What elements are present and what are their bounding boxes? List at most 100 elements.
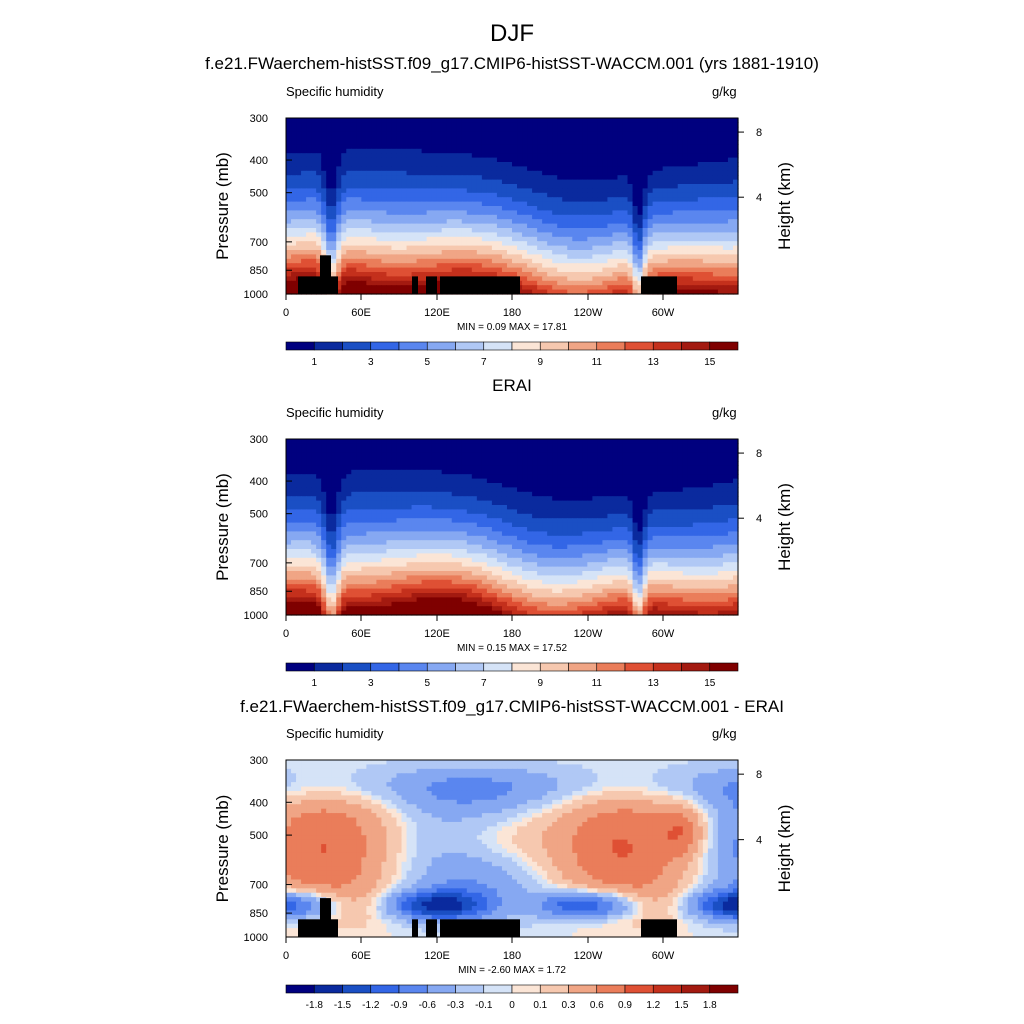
heatmap-cell <box>421 219 428 225</box>
heatmap-cell <box>301 443 307 449</box>
heatmap-cell <box>326 184 332 189</box>
heatmap-cell <box>491 184 498 189</box>
heatmap-cell <box>286 276 292 282</box>
heatmap-cell <box>522 166 528 172</box>
heatmap-cell <box>552 131 558 137</box>
heatmap-cell <box>291 496 297 502</box>
heatmap-cell <box>612 469 619 475</box>
heatmap-cell <box>577 236 583 242</box>
heatmap-cell <box>522 153 528 159</box>
heatmap-cell <box>567 236 573 242</box>
heatmap-cell <box>416 214 423 220</box>
heatmap-cell <box>647 228 654 233</box>
heatmap-cell <box>562 126 568 132</box>
colorbar-swatch <box>426 341 456 351</box>
heatmap-cell <box>386 250 393 255</box>
heatmap-cell <box>416 447 423 453</box>
heatmap-cell <box>572 465 578 471</box>
heatmap-cell <box>692 214 699 220</box>
heatmap-cell <box>642 148 649 154</box>
heatmap-cell <box>547 197 553 203</box>
heatmap-cell <box>597 267 603 273</box>
heatmap-cell <box>527 197 533 203</box>
heatmap-cell <box>557 166 563 172</box>
heatmap-cell <box>557 144 563 150</box>
heatmap-cell <box>341 232 347 238</box>
heatmap-cell <box>542 241 548 247</box>
heatmap-cell <box>702 122 709 128</box>
heatmap-cell <box>537 491 543 497</box>
heatmap-cell <box>592 118 598 123</box>
heatmap-cell <box>647 478 654 484</box>
heatmap-cell <box>351 245 357 251</box>
heatmap-cell <box>391 272 398 277</box>
heatmap-cell <box>547 228 553 233</box>
heatmap-cell <box>356 254 362 260</box>
heatmap-cell <box>567 201 573 207</box>
heatmap-cell <box>552 469 558 475</box>
heatmap-cell <box>336 228 342 233</box>
heatmap-cell <box>657 483 664 488</box>
heatmap-cell <box>471 201 478 207</box>
heatmap-cell <box>597 118 603 123</box>
heatmap-cell <box>346 210 352 216</box>
heatmap-cell <box>627 447 634 453</box>
heatmap-cell <box>572 188 578 194</box>
heatmap-cell <box>476 118 483 123</box>
heatmap-cell <box>717 474 724 480</box>
heatmap-cell <box>572 263 578 269</box>
heatmap-cell <box>662 188 669 194</box>
heatmap-cell <box>416 452 423 458</box>
heatmap-cell <box>707 188 714 194</box>
heatmap-cell <box>406 210 413 216</box>
heatmap-cell <box>331 184 337 189</box>
heatmap-cell <box>331 188 337 194</box>
heatmap-cell <box>401 223 408 229</box>
heatmap-cell <box>702 188 709 194</box>
heatmap-cell <box>321 285 327 291</box>
heatmap-cell <box>632 228 639 233</box>
heatmap-cell <box>577 250 583 255</box>
heatmap-cell <box>441 272 448 277</box>
heatmap-cell <box>341 157 347 163</box>
heatmap-cell <box>306 188 312 194</box>
heatmap-cell <box>602 465 609 471</box>
heatmap-cell <box>406 267 413 273</box>
heatmap-cell <box>376 210 383 216</box>
heatmap-cell <box>717 443 724 449</box>
heatmap-cell <box>622 219 629 225</box>
heatmap-cell <box>702 153 709 159</box>
heatmap-cell <box>491 285 498 291</box>
heatmap-cell <box>617 162 624 167</box>
heatmap-cell <box>431 456 438 462</box>
heatmap-cell <box>376 263 383 269</box>
heatmap-cell <box>411 122 418 128</box>
heatmap-cell <box>722 175 729 181</box>
heatmap-cell <box>732 267 739 273</box>
heatmap-cell <box>567 210 573 216</box>
heatmap-cell <box>371 250 377 255</box>
heatmap-cell <box>306 135 312 141</box>
heatmap-cell <box>466 456 473 462</box>
heatmap-cell <box>426 289 433 295</box>
heatmap-cell <box>542 148 548 154</box>
heatmap-cell <box>371 148 377 154</box>
heatmap-cell <box>446 461 453 466</box>
heatmap-cell <box>647 232 654 238</box>
heatmap-cell <box>577 166 583 172</box>
heatmap-cell <box>466 170 473 176</box>
heatmap-cell <box>632 166 639 172</box>
heatmap-cell <box>717 228 724 233</box>
heatmap-cell <box>707 254 714 260</box>
heatmap-cell <box>296 192 302 198</box>
heatmap-cell <box>537 170 543 176</box>
heatmap-cell <box>461 131 468 137</box>
heatmap-cell <box>512 184 518 189</box>
heatmap-cell <box>401 153 408 159</box>
heatmap-cell <box>722 496 729 502</box>
heatmap-cell <box>562 166 568 172</box>
heatmap-cell <box>366 250 372 255</box>
heatmap-cell <box>657 487 664 493</box>
heatmap-cell <box>411 153 418 159</box>
heatmap-cell <box>592 179 598 185</box>
